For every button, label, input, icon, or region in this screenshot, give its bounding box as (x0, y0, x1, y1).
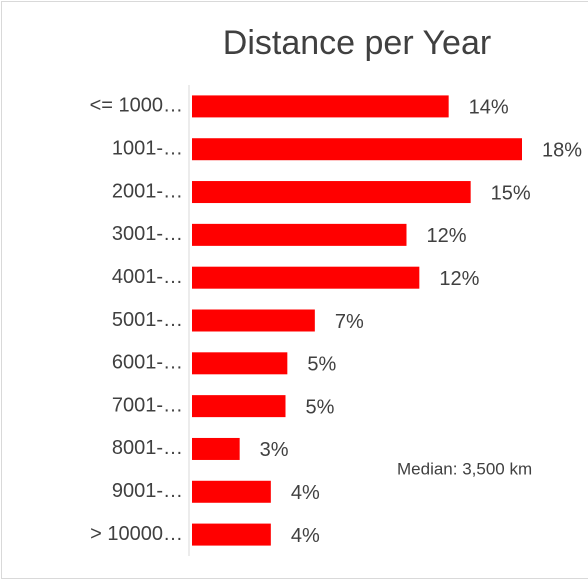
bar (192, 395, 286, 418)
bar (192, 95, 449, 118)
value-label: 18% (542, 140, 582, 162)
category-label: > 10000… (90, 523, 183, 545)
bar (192, 181, 471, 204)
value-label: 7% (335, 311, 364, 333)
category-label: 3001-… (112, 223, 183, 245)
annotation: Median: 3,500 km (397, 459, 532, 478)
value-label: 15% (491, 182, 531, 204)
category-label: 8001-… (112, 437, 183, 459)
value-label: 4% (291, 482, 320, 504)
value-label: 4% (291, 525, 320, 547)
category-label: <= 1000… (90, 95, 183, 117)
bar (192, 138, 522, 161)
category-label: 2001-… (112, 180, 183, 202)
category-label: 6001-… (112, 352, 183, 374)
bar (192, 480, 271, 503)
bar (192, 437, 240, 460)
bar (192, 523, 271, 546)
bar (192, 309, 315, 332)
bar (192, 266, 420, 289)
value-label: 3% (260, 439, 289, 461)
category-label: 5001-… (112, 309, 183, 331)
bar (192, 223, 407, 246)
chart-title: Distance per Year (223, 24, 491, 62)
value-label: 12% (439, 268, 479, 290)
category-label: 7001-… (112, 394, 183, 416)
value-label: 14% (469, 97, 509, 119)
bar (192, 352, 288, 375)
category-label: 4001-… (112, 266, 183, 288)
value-label: 12% (427, 225, 467, 247)
value-label: 5% (306, 396, 335, 418)
category-label: 1001-… (112, 138, 183, 160)
value-label: 5% (307, 354, 336, 376)
category-label: 9001-… (112, 480, 183, 502)
